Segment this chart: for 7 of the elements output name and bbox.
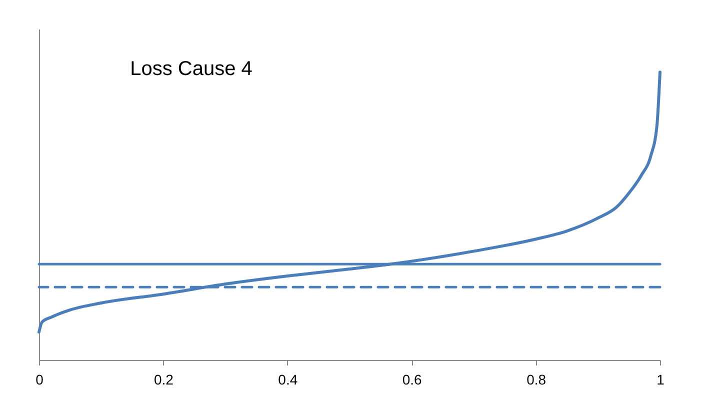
chart-title: Loss Cause 4 [130,58,252,80]
x-tick-label: 0.2 [154,372,174,388]
x-tick-label: 0.8 [526,372,546,388]
x-tick-label: 0 [36,372,44,388]
x-tick-label: 1 [656,372,665,388]
x-tick-label: 0.4 [278,372,298,388]
x-tick-label: 0.6 [402,372,422,388]
